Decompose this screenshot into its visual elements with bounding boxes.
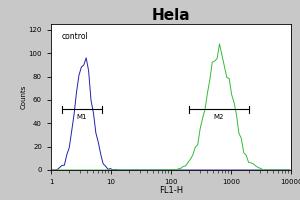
Text: M2: M2 <box>214 114 224 120</box>
Text: M1: M1 <box>76 114 87 120</box>
Y-axis label: Counts: Counts <box>21 85 27 109</box>
Text: control: control <box>61 32 88 41</box>
X-axis label: FL1-H: FL1-H <box>159 186 183 195</box>
Title: Hela: Hela <box>152 8 190 23</box>
